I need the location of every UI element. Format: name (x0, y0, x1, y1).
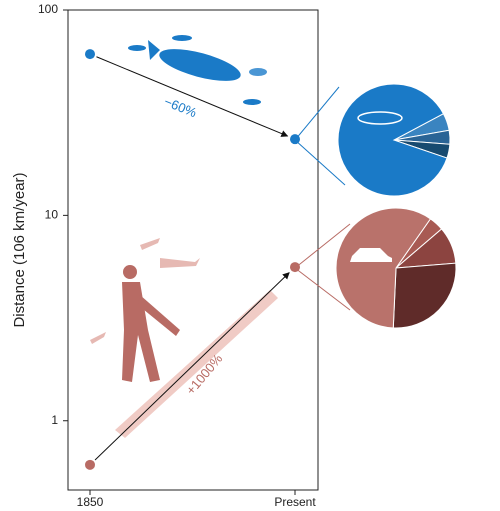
fish-icons (128, 35, 267, 105)
connector (294, 267, 351, 311)
y-tick-label: 10 (45, 208, 59, 222)
point (85, 49, 95, 60)
point (85, 459, 95, 470)
travel-icons (90, 238, 278, 438)
connector (294, 223, 351, 269)
y-tick-label: 1 (51, 413, 58, 427)
connector (294, 139, 346, 186)
pie-slice (335, 207, 432, 329)
point (290, 262, 300, 273)
y-tick-label: 100 (38, 2, 58, 16)
point (290, 134, 300, 145)
annotation: −60% (162, 94, 199, 121)
trend-arrow (96, 56, 289, 137)
plot-frame (67, 9, 319, 491)
connector (294, 86, 340, 141)
y-axis-label: Distance (106 km/year) (11, 172, 28, 327)
pie-slice (337, 83, 448, 197)
trend-arrow (94, 272, 290, 461)
pie-slice (392, 262, 457, 329)
x-tick-label: Present (274, 495, 316, 509)
x-tick-label: 1850 (77, 495, 104, 509)
fish-icon (357, 111, 403, 125)
car-icon (350, 248, 392, 262)
